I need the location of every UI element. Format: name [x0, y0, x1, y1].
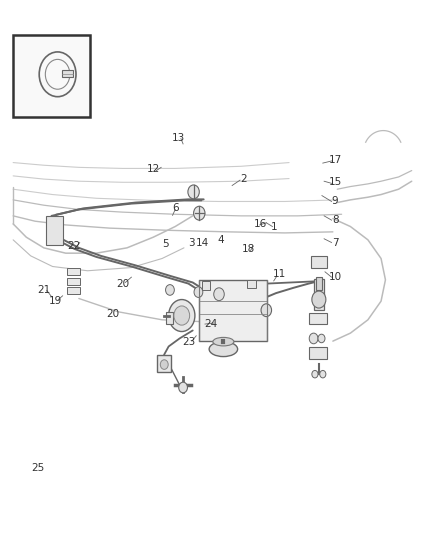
Bar [13, 35, 90, 117]
Text: 14: 14 [196, 238, 209, 247]
Text: 5: 5 [162, 239, 169, 249]
Text: 22: 22 [67, 241, 80, 251]
Ellipse shape [213, 337, 234, 346]
Circle shape [261, 304, 272, 317]
Circle shape [174, 306, 190, 325]
Text: 3: 3 [188, 238, 195, 247]
Text: 1: 1 [270, 222, 277, 231]
Circle shape [194, 206, 205, 220]
Bar [309, 347, 327, 359]
Bar [199, 280, 267, 341]
Bar [311, 256, 327, 268]
Circle shape [312, 370, 318, 378]
Text: 25: 25 [32, 463, 45, 473]
Bar [247, 280, 256, 288]
Text: 24: 24 [205, 319, 218, 329]
Bar [67, 278, 80, 285]
Circle shape [160, 360, 168, 369]
Text: 19: 19 [49, 296, 62, 305]
Text: 12: 12 [147, 165, 160, 174]
Circle shape [312, 291, 326, 308]
Bar [314, 279, 324, 310]
Bar [46, 216, 63, 245]
Circle shape [194, 287, 203, 297]
Text: 18: 18 [242, 245, 255, 254]
Text: 15: 15 [328, 177, 342, 187]
Circle shape [214, 288, 224, 301]
Text: 23: 23 [183, 337, 196, 347]
Text: 21: 21 [37, 286, 50, 295]
Circle shape [169, 300, 195, 332]
Bar [157, 355, 171, 372]
Text: 11: 11 [273, 270, 286, 279]
Bar [166, 312, 173, 324]
Text: 17: 17 [328, 155, 342, 165]
Ellipse shape [209, 342, 237, 357]
Bar [67, 268, 80, 275]
Circle shape [188, 185, 199, 199]
Text: 20: 20 [116, 279, 129, 288]
Text: 6: 6 [172, 203, 179, 213]
Text: 2: 2 [240, 174, 247, 183]
Bar [67, 287, 80, 294]
Text: 13: 13 [172, 133, 185, 142]
Circle shape [320, 370, 326, 378]
Text: 9: 9 [332, 197, 339, 206]
Circle shape [309, 333, 318, 344]
Circle shape [179, 382, 187, 393]
Text: 8: 8 [332, 215, 339, 225]
Circle shape [318, 334, 325, 343]
Text: 4: 4 [217, 235, 224, 245]
Bar [62, 70, 74, 77]
Bar [309, 313, 327, 324]
Text: 20: 20 [106, 310, 120, 319]
Text: 10: 10 [328, 272, 342, 282]
Bar [202, 281, 210, 290]
Text: 7: 7 [332, 238, 339, 247]
Bar [316, 277, 322, 290]
Circle shape [166, 285, 174, 295]
Text: 16: 16 [254, 219, 267, 229]
